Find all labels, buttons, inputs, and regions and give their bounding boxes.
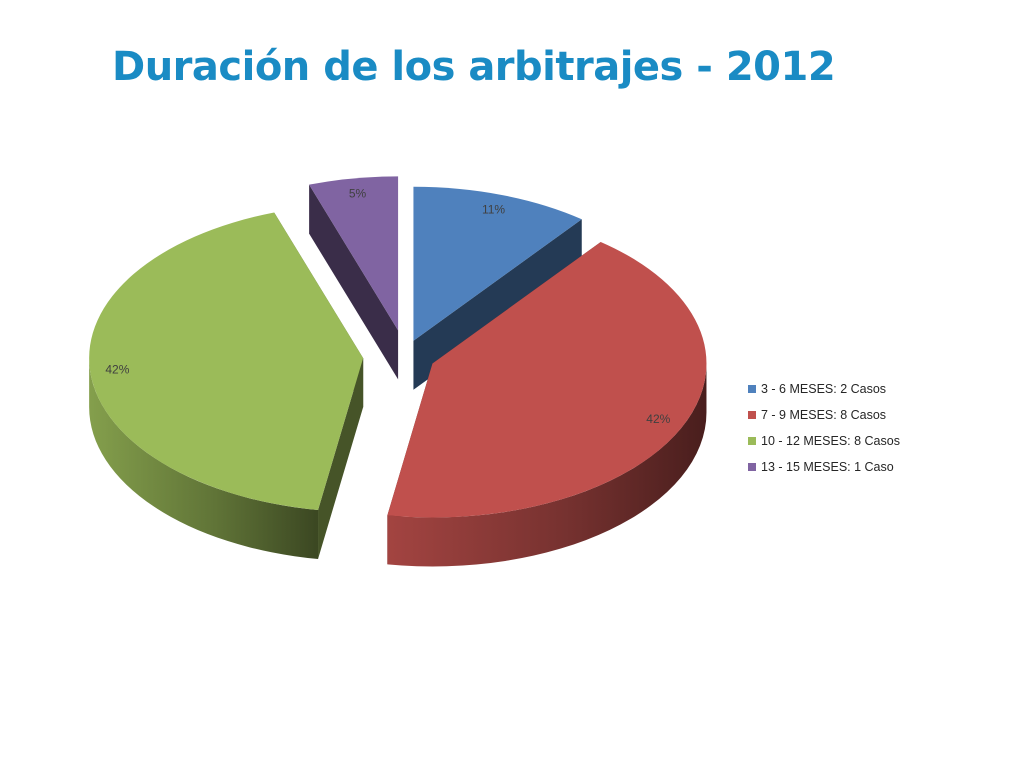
pie-data-label: 42% bbox=[646, 412, 670, 426]
legend-label: 10 - 12 MESES: 8 Casos bbox=[761, 434, 900, 448]
legend-swatch bbox=[748, 463, 756, 471]
legend-label: 3 - 6 MESES: 2 Casos bbox=[761, 382, 887, 396]
pie-data-label: 42% bbox=[105, 363, 129, 377]
pie-slice bbox=[89, 212, 364, 560]
legend-swatch bbox=[748, 385, 756, 393]
pie-slice-top bbox=[387, 241, 707, 518]
pie-slice-top bbox=[413, 186, 582, 341]
legend-swatch bbox=[748, 411, 756, 419]
legend-swatch bbox=[748, 437, 756, 445]
pie-slice-side bbox=[387, 363, 707, 567]
legend-label: 13 - 15 MESES: 1 Caso bbox=[761, 460, 894, 474]
pie-slice-side bbox=[89, 358, 319, 560]
pie-slice-top bbox=[89, 212, 364, 511]
legend-item: 10 - 12 MESES: 8 Casos bbox=[748, 428, 900, 454]
pie-slice bbox=[309, 176, 399, 380]
pie-slice-top bbox=[309, 176, 399, 331]
pie-slice-cut-wall bbox=[318, 358, 364, 560]
legend-item: 7 - 9 MESES: 8 Casos bbox=[748, 402, 900, 428]
legend-label: 7 - 9 MESES: 8 Casos bbox=[761, 408, 887, 422]
chart-legend: 3 - 6 MESES: 2 Casos 7 - 9 MESES: 8 Caso… bbox=[748, 376, 900, 480]
legend-item: 13 - 15 MESES: 1 Caso bbox=[748, 454, 900, 480]
pie-slice-cut-wall bbox=[309, 184, 399, 380]
pie-slice bbox=[387, 241, 707, 567]
slide-title: Duración de los arbitrajes - 2012 bbox=[112, 44, 836, 90]
pie-data-label: 11% bbox=[482, 203, 505, 217]
legend-item: 3 - 6 MESES: 2 Casos bbox=[748, 376, 900, 402]
pie-data-label: 5% bbox=[349, 187, 367, 201]
